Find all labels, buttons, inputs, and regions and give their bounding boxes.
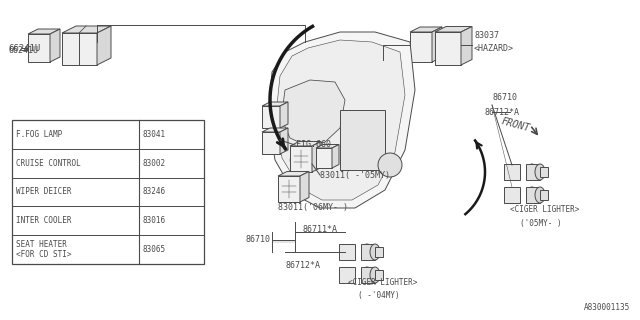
Ellipse shape [370,244,380,260]
Bar [12,120,204,264]
Bar [526,164,540,180]
Text: F.FOG LAMP: F.FOG LAMP [16,130,62,139]
Text: 83246: 83246 [143,188,166,196]
Text: 83041: 83041 [143,130,166,139]
Text: <HAZARD>: <HAZARD> [474,44,514,53]
Polygon shape [461,27,472,65]
Text: A830001135: A830001135 [584,303,630,312]
Polygon shape [410,32,432,62]
Text: INTER COOLER: INTER COOLER [16,216,72,225]
Text: 83011( -'05MY): 83011( -'05MY) [320,171,390,180]
Text: CRUISE CONTROL: CRUISE CONTROL [16,159,81,168]
Polygon shape [290,146,312,172]
Text: 66241U: 66241U [8,44,40,52]
Polygon shape [62,33,97,65]
Polygon shape [262,128,288,132]
Polygon shape [28,29,60,34]
Polygon shape [62,26,111,33]
Bar [361,244,375,260]
Polygon shape [410,27,442,32]
Text: 66241U: 66241U [8,45,38,54]
Text: 86712*A: 86712*A [484,108,519,117]
Polygon shape [316,145,339,148]
Ellipse shape [362,267,372,283]
Ellipse shape [527,164,537,180]
Text: 86711*A: 86711*A [302,225,337,234]
Text: 83002: 83002 [143,159,166,168]
Polygon shape [262,102,288,106]
Polygon shape [280,102,288,128]
Polygon shape [28,34,50,62]
Polygon shape [300,172,309,202]
Text: ('05MY- ): ('05MY- ) [520,219,562,228]
FancyBboxPatch shape [339,267,355,283]
Text: <CIGER LIGHTER>: <CIGER LIGHTER> [348,278,417,287]
Bar [526,187,540,203]
Bar [540,167,548,177]
Polygon shape [262,106,280,128]
Bar [540,190,548,200]
Ellipse shape [362,244,372,260]
Circle shape [317,155,327,165]
Polygon shape [278,172,309,176]
Text: 86710: 86710 [245,235,270,244]
Text: FRONT: FRONT [500,117,531,134]
Text: FIG.660: FIG.660 [296,140,331,149]
Text: <CIGER LIGHTER>: <CIGER LIGHTER> [510,205,579,214]
Ellipse shape [535,187,545,203]
Polygon shape [280,128,288,154]
Polygon shape [435,27,472,32]
Polygon shape [97,26,111,65]
Bar [361,267,375,283]
Polygon shape [332,145,339,168]
Ellipse shape [370,267,380,283]
Text: 83016: 83016 [143,216,166,225]
Text: 86712*A: 86712*A [285,261,320,270]
Polygon shape [268,32,415,208]
Bar [375,270,383,280]
Polygon shape [316,148,332,168]
Text: 83037: 83037 [474,31,499,40]
Circle shape [305,155,315,165]
Ellipse shape [535,164,545,180]
Text: ( -'04MY): ( -'04MY) [358,291,399,300]
FancyBboxPatch shape [339,244,355,260]
Polygon shape [283,80,345,145]
FancyBboxPatch shape [504,187,520,203]
Circle shape [378,153,402,177]
Bar [375,247,383,257]
Polygon shape [432,27,442,62]
Ellipse shape [527,187,537,203]
Circle shape [290,155,300,165]
Polygon shape [276,40,405,200]
Text: 83065: 83065 [143,245,166,254]
Polygon shape [312,141,321,172]
Text: 83011('06MY- ): 83011('06MY- ) [278,203,348,212]
Polygon shape [262,132,280,154]
Text: WIPER DEICER: WIPER DEICER [16,188,72,196]
FancyBboxPatch shape [504,164,520,180]
Polygon shape [278,176,300,202]
Polygon shape [50,29,60,62]
Text: SEAT HEATER
<FOR CD STI>: SEAT HEATER <FOR CD STI> [16,240,72,259]
Text: 86710: 86710 [492,93,517,102]
Polygon shape [290,141,321,146]
Bar [340,110,385,170]
Polygon shape [435,32,461,65]
